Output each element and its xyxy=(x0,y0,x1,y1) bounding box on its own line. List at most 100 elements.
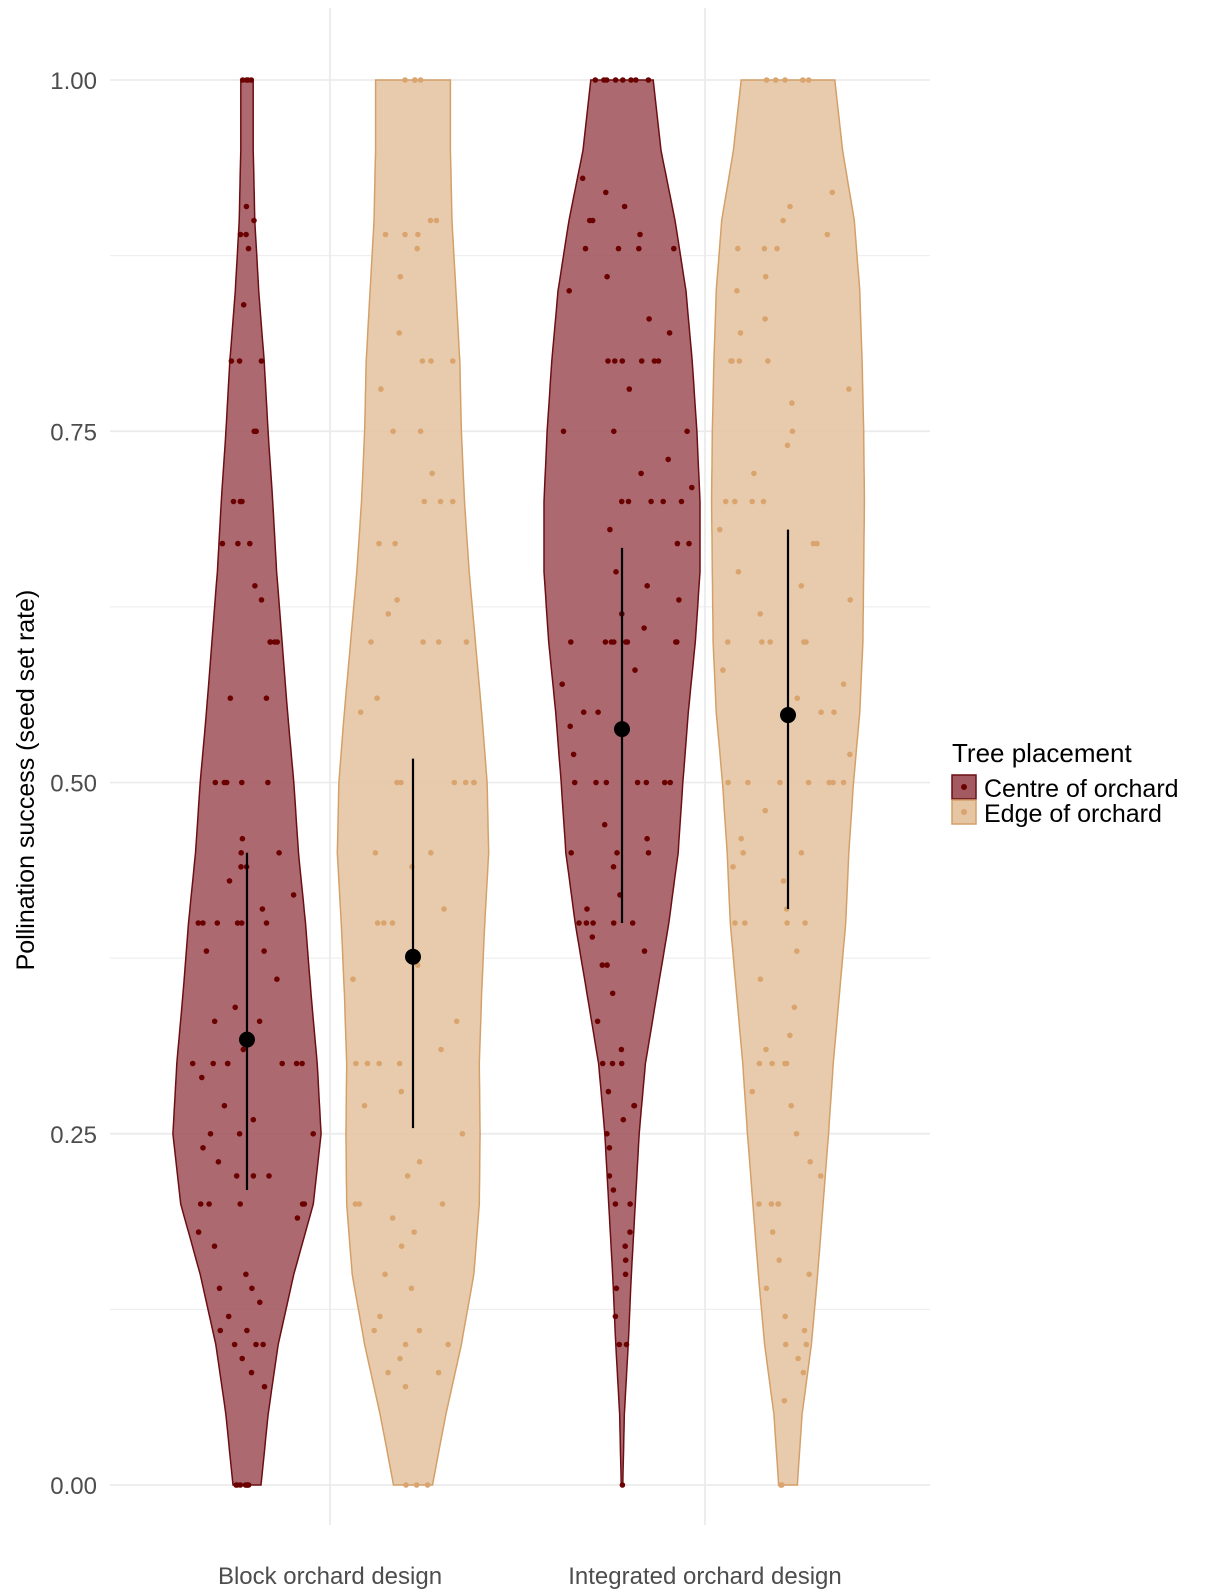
data-point xyxy=(794,695,801,701)
data-point xyxy=(237,1482,244,1488)
data-point xyxy=(239,498,245,505)
mean-marker xyxy=(780,707,796,724)
data-point xyxy=(263,695,270,701)
data-point xyxy=(722,498,729,505)
data-point xyxy=(237,231,244,238)
data-point xyxy=(817,1173,824,1179)
data-point xyxy=(420,639,426,645)
data-point xyxy=(583,920,590,926)
data-point xyxy=(576,920,582,926)
data-point xyxy=(221,779,228,786)
data-point xyxy=(762,273,769,280)
data-point xyxy=(398,779,404,786)
data-point xyxy=(763,1285,770,1292)
data-point xyxy=(299,1201,306,1207)
data-point xyxy=(566,288,572,294)
data-point xyxy=(781,1397,788,1404)
data-point xyxy=(236,358,243,364)
data-point xyxy=(728,358,734,364)
data-point xyxy=(567,723,573,730)
data-point xyxy=(783,1341,789,1348)
data-point xyxy=(353,1060,359,1067)
data-point xyxy=(610,864,617,870)
data-point xyxy=(265,779,271,786)
data-point xyxy=(787,203,793,210)
data-point xyxy=(438,1046,444,1053)
data-point xyxy=(762,807,768,814)
data-point xyxy=(631,1102,638,1109)
data-point xyxy=(671,245,677,252)
data-point xyxy=(818,709,824,715)
data-point xyxy=(618,498,625,505)
data-point xyxy=(628,77,634,83)
data-point xyxy=(238,864,244,870)
data-point xyxy=(633,77,639,83)
data-point xyxy=(648,498,654,505)
data-point xyxy=(847,751,853,758)
data-point xyxy=(603,779,610,786)
data-point xyxy=(276,850,282,856)
data-point xyxy=(798,583,805,589)
data-point xyxy=(725,639,731,645)
data-point xyxy=(643,779,650,786)
data-point xyxy=(608,639,615,645)
data-point xyxy=(826,779,832,786)
mean-marker xyxy=(614,721,630,738)
data-point xyxy=(357,709,364,715)
data-point xyxy=(761,245,768,252)
data-point xyxy=(195,920,202,926)
data-point xyxy=(780,217,786,224)
data-point xyxy=(793,1131,800,1137)
y-tick-label: 0.00 xyxy=(50,1473,97,1500)
data-point xyxy=(626,386,633,392)
data-point xyxy=(414,245,421,252)
data-point xyxy=(199,1074,205,1081)
data-point xyxy=(734,288,740,294)
data-point xyxy=(620,77,626,83)
data-point xyxy=(253,428,259,435)
data-point xyxy=(417,428,424,435)
data-point xyxy=(250,1173,257,1179)
data-point xyxy=(655,358,662,364)
data-point xyxy=(665,456,671,463)
data-point xyxy=(419,358,426,364)
data-point xyxy=(772,77,779,83)
data-point xyxy=(644,583,650,589)
data-point xyxy=(627,1201,633,1207)
mean-ci-summaries xyxy=(239,529,796,1190)
data-point xyxy=(765,358,771,364)
data-point xyxy=(368,639,374,645)
data-point xyxy=(749,498,755,505)
data-point xyxy=(619,1482,626,1488)
data-point xyxy=(666,330,673,336)
data-point xyxy=(216,1285,223,1292)
data-point xyxy=(779,1482,785,1488)
data-point xyxy=(740,850,746,856)
data-point xyxy=(622,1243,628,1249)
data-point xyxy=(623,1341,630,1348)
data-point xyxy=(794,948,800,954)
data-point xyxy=(646,316,652,322)
data-point xyxy=(240,1046,247,1053)
data-point xyxy=(253,1341,259,1348)
data-point xyxy=(599,962,606,968)
data-point xyxy=(233,1173,240,1179)
y-axis-title: Pollination success (seed set rate) xyxy=(12,590,40,971)
data-point xyxy=(584,906,590,912)
data-point xyxy=(831,709,837,715)
data-point xyxy=(435,1369,442,1376)
data-point xyxy=(299,1060,305,1067)
data-point xyxy=(780,878,787,884)
data-point xyxy=(830,779,836,786)
data-point xyxy=(636,245,642,252)
data-point xyxy=(231,1341,238,1348)
data-point xyxy=(612,1313,619,1320)
data-point xyxy=(805,77,812,83)
data-point xyxy=(251,217,257,224)
data-point xyxy=(382,231,389,238)
data-point xyxy=(787,1032,793,1039)
data-point xyxy=(450,358,456,364)
data-point xyxy=(227,695,234,701)
data-point xyxy=(195,1229,202,1235)
legend-entry-centre: Centre of orchard xyxy=(951,774,1179,803)
